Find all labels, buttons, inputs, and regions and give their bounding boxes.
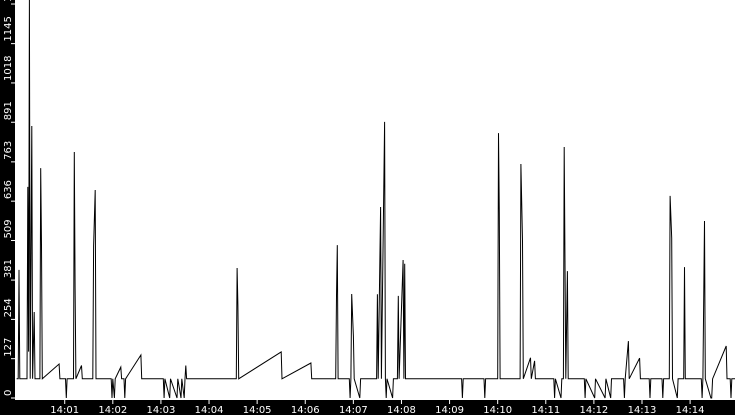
plot-area [15, 0, 735, 400]
y-tick-label: 254 [3, 298, 14, 317]
y-tick-label: 636 [3, 180, 14, 199]
y-tick-label: 381 [3, 259, 14, 278]
x-tick-label: 14:01 [50, 405, 79, 415]
x-tick-label: 14:08 [387, 405, 416, 415]
x-tick-label: 14:04 [195, 405, 224, 415]
x-tick-label: 14:09 [435, 405, 464, 415]
x-tick-label: 14:02 [98, 405, 127, 415]
x-tick-label: 14:03 [147, 405, 176, 415]
series-line [16, 0, 735, 399]
y-axis-ticks: 0 127 254 381 509 636 763 891 1018 1145 1273 [3, 0, 15, 399]
x-tick-label: 14:05 [243, 405, 272, 415]
x-tick-label: 14:06 [291, 405, 320, 415]
y-tick-label: 1273 [3, 0, 14, 2]
x-tick-label: 14:13 [628, 405, 657, 415]
y-tick-label: 0 [3, 390, 14, 396]
y-tick-label: 509 [3, 219, 14, 238]
x-tick-label: 14:11 [531, 405, 560, 415]
series-layer [16, 0, 735, 399]
y-tick-label: 891 [3, 101, 14, 120]
y-tick-label: 127 [3, 338, 14, 357]
x-tick-label: 14:12 [579, 405, 608, 415]
x-tick-label: 14:14 [676, 405, 705, 415]
y-axis-bar [0, 0, 15, 415]
x-axis-bar [0, 400, 735, 415]
y-tick-label: 1018 [3, 55, 14, 80]
x-tick-label: 14:10 [483, 405, 512, 415]
x-axis-ticks: 14:01 14:02 14:03 14:04 14:05 14:06 14:07 14:08… [50, 400, 705, 415]
y-tick-label: 763 [3, 141, 14, 160]
x-tick-label: 14:07 [339, 405, 368, 415]
y-tick-label: 1145 [3, 16, 14, 41]
